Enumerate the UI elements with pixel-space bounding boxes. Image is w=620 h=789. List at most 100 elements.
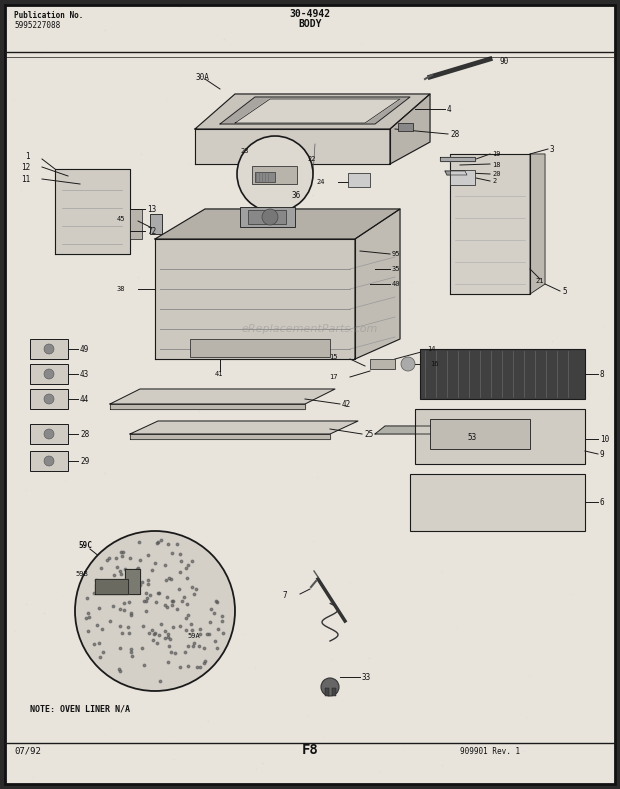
Text: BODY: BODY bbox=[298, 19, 322, 29]
Text: 18: 18 bbox=[492, 162, 500, 168]
Text: 35: 35 bbox=[392, 266, 401, 272]
Text: 9: 9 bbox=[600, 450, 604, 458]
Text: 36: 36 bbox=[292, 190, 301, 200]
Text: 41: 41 bbox=[215, 371, 223, 377]
Polygon shape bbox=[155, 239, 355, 359]
Polygon shape bbox=[55, 169, 130, 254]
Text: 25: 25 bbox=[364, 429, 373, 439]
Polygon shape bbox=[95, 579, 128, 594]
Polygon shape bbox=[450, 154, 530, 294]
Bar bbox=[30, 389, 68, 409]
Text: 43: 43 bbox=[80, 369, 89, 379]
Bar bbox=[420, 349, 585, 399]
Circle shape bbox=[44, 429, 54, 439]
Polygon shape bbox=[130, 421, 358, 434]
Text: 30A: 30A bbox=[195, 73, 209, 81]
Polygon shape bbox=[195, 94, 430, 129]
Bar bbox=[30, 424, 68, 444]
Text: 28: 28 bbox=[80, 429, 89, 439]
Text: 49: 49 bbox=[80, 345, 89, 353]
Polygon shape bbox=[130, 434, 330, 439]
Text: NOTE: OVEN LINER N/A: NOTE: OVEN LINER N/A bbox=[30, 705, 130, 713]
Bar bbox=[255, 172, 275, 182]
Text: 53: 53 bbox=[467, 432, 476, 442]
Text: 8: 8 bbox=[600, 369, 604, 379]
Text: 10: 10 bbox=[600, 435, 609, 443]
Bar bbox=[348, 173, 370, 187]
Bar bbox=[398, 123, 413, 131]
Text: 38: 38 bbox=[117, 286, 125, 292]
Bar bbox=[30, 339, 68, 359]
Polygon shape bbox=[195, 129, 390, 164]
Bar bbox=[240, 207, 295, 227]
Text: 20: 20 bbox=[492, 171, 500, 177]
Bar bbox=[415, 409, 585, 464]
Polygon shape bbox=[445, 171, 467, 175]
Circle shape bbox=[237, 136, 313, 212]
Text: 28: 28 bbox=[450, 129, 459, 139]
Text: 5: 5 bbox=[562, 286, 567, 296]
Circle shape bbox=[44, 394, 54, 404]
Text: Publication No.: Publication No. bbox=[14, 11, 83, 20]
Polygon shape bbox=[235, 99, 400, 123]
Text: 45: 45 bbox=[117, 216, 125, 222]
Bar bbox=[248, 210, 286, 224]
Text: 4: 4 bbox=[447, 104, 451, 114]
Text: 6: 6 bbox=[600, 498, 604, 507]
Polygon shape bbox=[155, 209, 400, 239]
Text: eReplacementParts.com: eReplacementParts.com bbox=[242, 324, 378, 334]
Text: 59A: 59A bbox=[187, 633, 200, 639]
Polygon shape bbox=[440, 157, 475, 161]
Text: 12: 12 bbox=[20, 163, 30, 171]
Text: 07/92: 07/92 bbox=[14, 747, 41, 756]
Text: 16: 16 bbox=[430, 361, 438, 367]
Text: 19: 19 bbox=[492, 151, 500, 157]
Text: 44: 44 bbox=[80, 394, 89, 403]
Text: 1: 1 bbox=[25, 151, 30, 160]
Bar bbox=[252, 166, 297, 184]
Bar bbox=[370, 359, 395, 369]
Polygon shape bbox=[220, 97, 410, 124]
Polygon shape bbox=[530, 154, 545, 294]
Text: 3: 3 bbox=[550, 144, 555, 154]
Text: 13: 13 bbox=[147, 204, 156, 214]
Bar bbox=[190, 339, 330, 357]
Polygon shape bbox=[390, 94, 430, 164]
Circle shape bbox=[44, 456, 54, 466]
Bar bbox=[332, 688, 336, 696]
Text: 72: 72 bbox=[147, 226, 156, 235]
Text: 30-4942: 30-4942 bbox=[290, 9, 330, 19]
Text: 5995227088: 5995227088 bbox=[14, 21, 60, 30]
Text: 909901 Rev. 1: 909901 Rev. 1 bbox=[460, 747, 520, 756]
Text: 21: 21 bbox=[535, 278, 544, 284]
Circle shape bbox=[262, 209, 278, 225]
Bar bbox=[325, 688, 329, 696]
Circle shape bbox=[321, 678, 339, 696]
Text: 15: 15 bbox=[329, 354, 338, 360]
Polygon shape bbox=[355, 209, 400, 359]
Bar bbox=[130, 209, 142, 239]
Text: 2: 2 bbox=[492, 178, 496, 184]
Polygon shape bbox=[110, 404, 305, 409]
Text: 42: 42 bbox=[342, 399, 352, 409]
Text: 59C: 59C bbox=[78, 541, 92, 551]
Bar bbox=[30, 364, 68, 384]
Text: 90: 90 bbox=[500, 57, 509, 65]
Circle shape bbox=[44, 344, 54, 354]
Text: 17: 17 bbox=[329, 374, 338, 380]
Text: 29: 29 bbox=[80, 457, 89, 466]
Polygon shape bbox=[110, 389, 335, 404]
Text: 11: 11 bbox=[20, 174, 30, 184]
Text: 7: 7 bbox=[282, 592, 287, 600]
Circle shape bbox=[75, 531, 235, 691]
Text: 40: 40 bbox=[392, 281, 401, 287]
Text: 59B: 59B bbox=[75, 571, 88, 577]
Bar bbox=[30, 451, 68, 471]
Text: 14: 14 bbox=[427, 346, 435, 352]
Polygon shape bbox=[375, 426, 455, 434]
Bar bbox=[450, 170, 475, 185]
Polygon shape bbox=[95, 569, 140, 594]
Bar bbox=[410, 474, 585, 531]
Text: 95: 95 bbox=[392, 251, 401, 257]
Circle shape bbox=[401, 357, 415, 371]
